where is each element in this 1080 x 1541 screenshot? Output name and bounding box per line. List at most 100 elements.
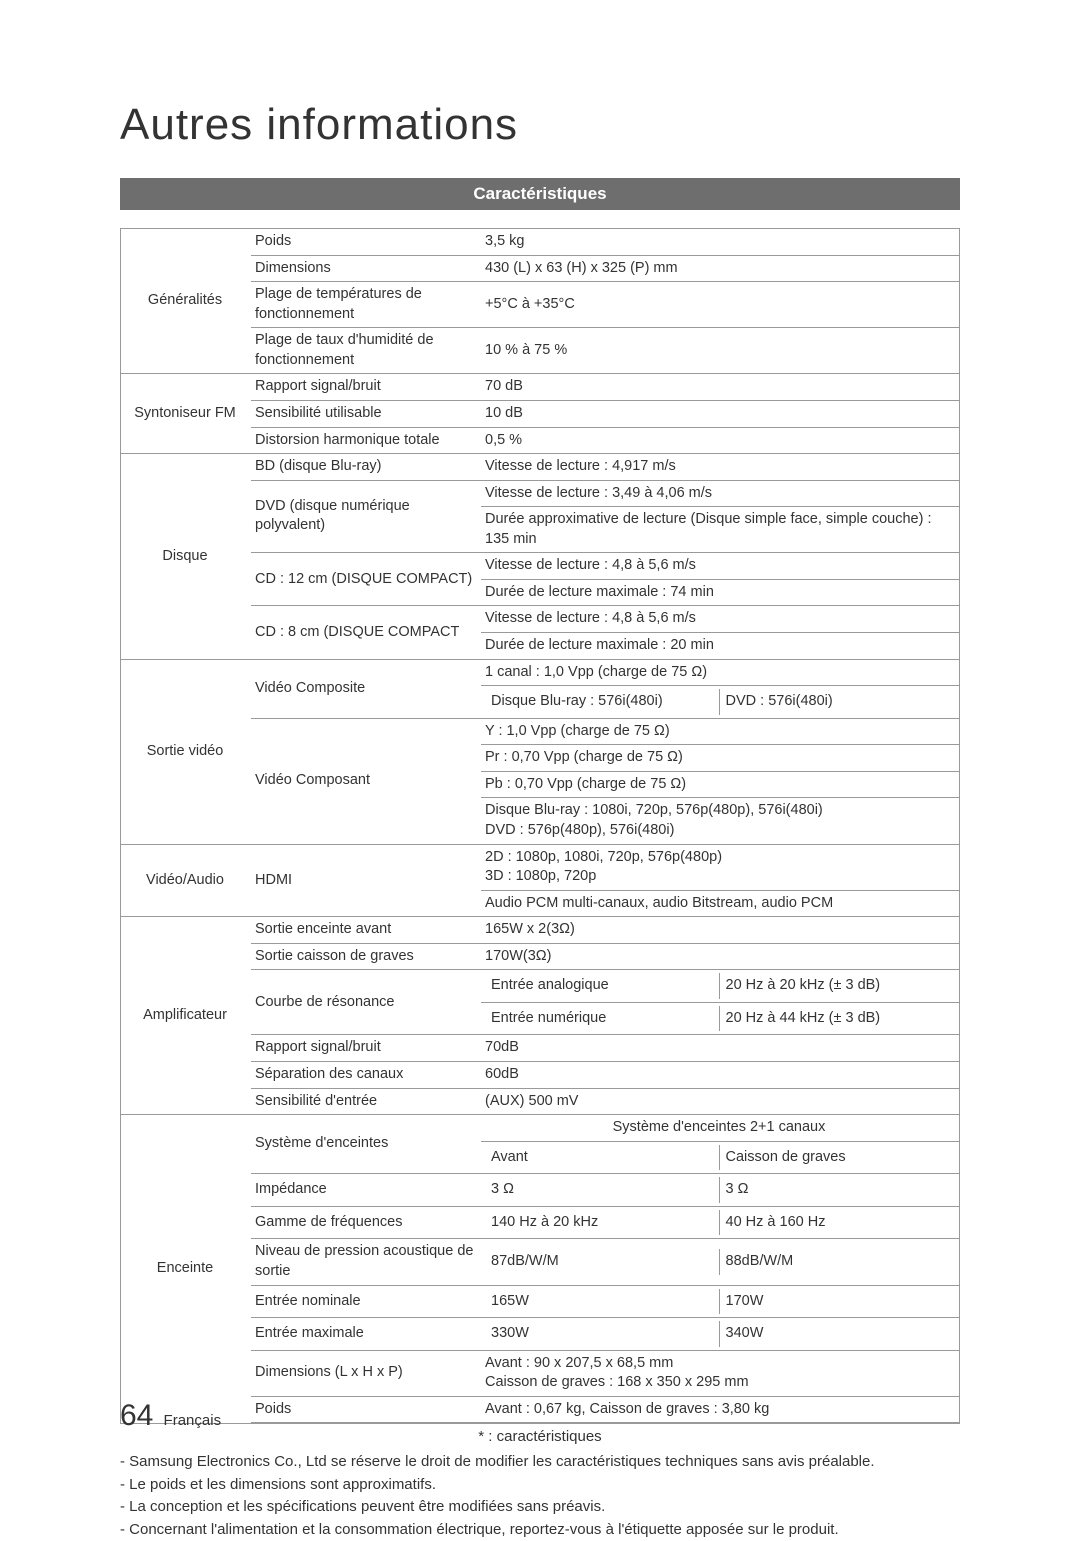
spec-key: Gamme de fréquences (251, 1206, 481, 1239)
spec-value: 0,5 % (481, 427, 959, 454)
spec-key: Poids (251, 1396, 481, 1423)
spec-value: 3,5 kg (481, 229, 959, 256)
spec-key: Sensibilité d'entrée (251, 1088, 481, 1115)
page-language: Français (164, 1412, 222, 1429)
spec-value: Durée de lecture maximale : 20 min (481, 633, 959, 660)
spec-key: Courbe de résonance (251, 970, 481, 1035)
spec-key: Rapport signal/bruit (251, 374, 481, 401)
spec-value-right: 170W (720, 1289, 954, 1315)
spec-value-left: Avant (485, 1145, 720, 1171)
spec-table-wrap: GénéralitésPoids3,5 kgDimensions430 (L) … (120, 228, 960, 1424)
spec-category: Sortie vidéo (121, 659, 251, 844)
footnote-line: - Concernant l'alimentation et la consom… (120, 1519, 960, 1541)
spec-value-left: 87dB/W/M (485, 1249, 720, 1275)
spec-value: 70 dB (481, 374, 959, 401)
spec-value-right: DVD : 576i(480i) (720, 689, 954, 715)
spec-category: Généralités (121, 229, 251, 374)
spec-value: Système d'enceintes 2+1 canaux (481, 1115, 959, 1142)
spec-value-right: 340W (720, 1321, 954, 1347)
spec-key: BD (disque Blu-ray) (251, 454, 481, 481)
page-footer: 64 Français (120, 1399, 221, 1433)
spec-key: DVD (disque numérique polyvalent) (251, 480, 481, 553)
spec-value-left: 165W (485, 1289, 720, 1315)
spec-value-left: 140 Hz à 20 kHz (485, 1210, 720, 1236)
spec-category: Vidéo/Audio (121, 844, 251, 917)
spec-key: Sortie enceinte avant (251, 917, 481, 944)
spec-key: Sortie caisson de graves (251, 943, 481, 970)
spec-value: +5°C à +35°C (481, 282, 959, 328)
spec-value-left: 330W (485, 1321, 720, 1347)
spec-value-left: Entrée analogique (485, 973, 720, 999)
spec-value-pair: 330W340W (481, 1318, 959, 1351)
page-title: Autres informations (120, 100, 960, 150)
footnote-star: * : caractéristiques (120, 1428, 960, 1445)
spec-value-pair: 165W170W (481, 1285, 959, 1318)
spec-key: Sensibilité utilisable (251, 400, 481, 427)
page: Autres informations Caractéristiques Gén… (0, 0, 1080, 1479)
spec-value-pair: 140 Hz à 20 kHz40 Hz à 160 Hz (481, 1206, 959, 1239)
spec-value: Pr : 0,70 Vpp (charge de 75 Ω) (481, 745, 959, 772)
spec-key: Vidéo Composite (251, 659, 481, 718)
spec-value: Vitesse de lecture : 4,917 m/s (481, 454, 959, 481)
spec-value-left: 3 Ω (485, 1177, 720, 1203)
spec-key: Système d'enceintes (251, 1115, 481, 1174)
spec-value: Pb : 0,70 Vpp (charge de 75 Ω) (481, 771, 959, 798)
spec-value: 430 (L) x 63 (H) x 325 (P) mm (481, 255, 959, 282)
spec-key: Entrée maximale (251, 1318, 481, 1351)
spec-value: 170W(3Ω) (481, 943, 959, 970)
spec-value-pair: 87dB/W/M88dB/W/M (481, 1239, 959, 1285)
spec-value-left: Disque Blu-ray : 576i(480i) (485, 689, 720, 715)
spec-value: 60dB (481, 1062, 959, 1089)
spec-value-right: 20 Hz à 20 kHz (± 3 dB) (720, 973, 954, 999)
spec-value: (AUX) 500 mV (481, 1088, 959, 1115)
spec-value-right: 3 Ω (720, 1177, 954, 1203)
spec-value-right: 88dB/W/M (720, 1249, 954, 1275)
spec-value-pair: 3 Ω3 Ω (481, 1174, 959, 1207)
spec-value-right: Caisson de graves (720, 1145, 954, 1171)
spec-value-left: Entrée numérique (485, 1006, 720, 1032)
spec-key: Poids (251, 229, 481, 256)
spec-key: CD : 8 cm (DISQUE COMPACT (251, 606, 481, 659)
section-heading: Caractéristiques (120, 178, 960, 210)
spec-value-right: 20 Hz à 44 kHz (± 3 dB) (720, 1006, 954, 1032)
spec-key: HDMI (251, 844, 481, 917)
spec-value: Y : 1,0 Vpp (charge de 75 Ω) (481, 718, 959, 745)
spec-value: 70dB (481, 1035, 959, 1062)
spec-key: Vidéo Composant (251, 718, 481, 844)
spec-key: Plage de taux d'humidité de fonctionneme… (251, 328, 481, 374)
spec-value: Vitesse de lecture : 3,49 à 4,06 m/s (481, 480, 959, 507)
footnote-line: - Le poids et les dimensions sont approx… (120, 1474, 960, 1497)
spec-key: Niveau de pression acoustique de sortie (251, 1239, 481, 1285)
spec-value-pair: AvantCaisson de graves (481, 1141, 959, 1174)
spec-value: Avant : 0,67 kg, Caisson de graves : 3,8… (481, 1396, 959, 1423)
spec-key: Plage de températures de fonctionnement (251, 282, 481, 328)
spec-key: Séparation des canaux (251, 1062, 481, 1089)
spec-key: Dimensions (L x H x P) (251, 1350, 481, 1396)
spec-value: 1 canal : 1,0 Vpp (charge de 75 Ω) (481, 659, 959, 686)
spec-key: Rapport signal/bruit (251, 1035, 481, 1062)
spec-key: Entrée nominale (251, 1285, 481, 1318)
spec-key: Dimensions (251, 255, 481, 282)
spec-value: Durée de lecture maximale : 74 min (481, 579, 959, 606)
spec-value-pair: Entrée analogique20 Hz à 20 kHz (± 3 dB) (481, 970, 959, 1003)
spec-value: 165W x 2(3Ω) (481, 917, 959, 944)
spec-category: Syntoniseur FM (121, 374, 251, 454)
spec-table: GénéralitésPoids3,5 kgDimensions430 (L) … (121, 228, 959, 1423)
spec-value-pair: Entrée numérique20 Hz à 44 kHz (± 3 dB) (481, 1002, 959, 1035)
spec-value: 10 % à 75 % (481, 328, 959, 374)
spec-value: Disque Blu-ray : 1080i, 720p, 576p(480p)… (481, 798, 959, 844)
footnote-line: - La conception et les spécifications pe… (120, 1496, 960, 1519)
spec-value-pair: Disque Blu-ray : 576i(480i)DVD : 576i(48… (481, 686, 959, 719)
spec-category: Amplificateur (121, 917, 251, 1115)
spec-value: 10 dB (481, 400, 959, 427)
spec-value: Audio PCM multi-canaux, audio Bitstream,… (481, 890, 959, 917)
spec-key: Impédance (251, 1174, 481, 1207)
page-number: 64 (120, 1399, 153, 1432)
footnote-line: - Samsung Electronics Co., Ltd se réserv… (120, 1451, 960, 1474)
spec-value: Vitesse de lecture : 4,8 à 5,6 m/s (481, 606, 959, 633)
footnotes: - Samsung Electronics Co., Ltd se réserv… (120, 1451, 960, 1541)
spec-key: Distorsion harmonique totale (251, 427, 481, 454)
spec-key: CD : 12 cm (DISQUE COMPACT) (251, 553, 481, 606)
spec-value: Avant : 90 x 207,5 x 68,5 mmCaisson de g… (481, 1350, 959, 1396)
spec-value-right: 40 Hz à 160 Hz (720, 1210, 954, 1236)
